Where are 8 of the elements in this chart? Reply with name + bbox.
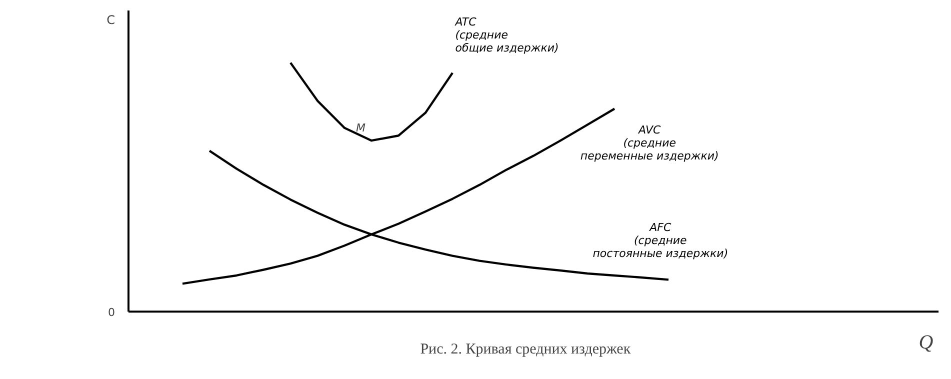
x-axis-title: Q [918, 332, 934, 354]
text: 0 [108, 306, 115, 320]
y-axis-title: C [106, 12, 115, 27]
text: Рис. 2. Кривая средних издержек [420, 342, 632, 358]
series-label: ATC (средние общие издержки) [454, 15, 559, 54]
series-label: AFC (средние постоянные издержки) [592, 220, 728, 260]
series-label: AVC (средние переменные издержки) [580, 124, 719, 163]
annotation: M [356, 122, 366, 135]
